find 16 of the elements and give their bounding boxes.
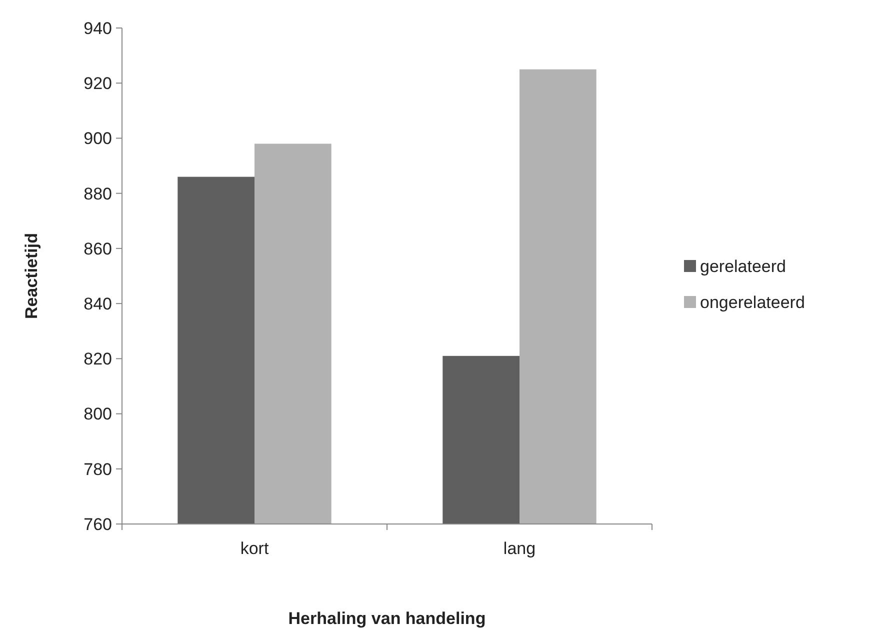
- x-tick-label: kort: [240, 539, 269, 558]
- y-tick-label: 780: [84, 460, 112, 479]
- y-tick-label: 920: [84, 74, 112, 94]
- y-tick-label: 880: [84, 184, 112, 204]
- y-tick-label: 940: [84, 18, 112, 38]
- y-axis-title: Reactietijd: [22, 233, 41, 319]
- y-tick-label: 840: [84, 294, 112, 314]
- y-tick-label: 900: [84, 129, 112, 148]
- y-tick-label: 860: [84, 239, 112, 258]
- y-tick-label: 800: [84, 404, 112, 424]
- legend-label: ongerelateerd: [700, 292, 805, 312]
- legend-label: gerelateerd: [700, 256, 786, 276]
- x-tick-label: lang: [503, 539, 536, 558]
- y-tick-label: 820: [84, 350, 112, 369]
- x-axis-title: Herhaling van handeling: [288, 609, 486, 628]
- y-tick-label: 760: [84, 514, 112, 534]
